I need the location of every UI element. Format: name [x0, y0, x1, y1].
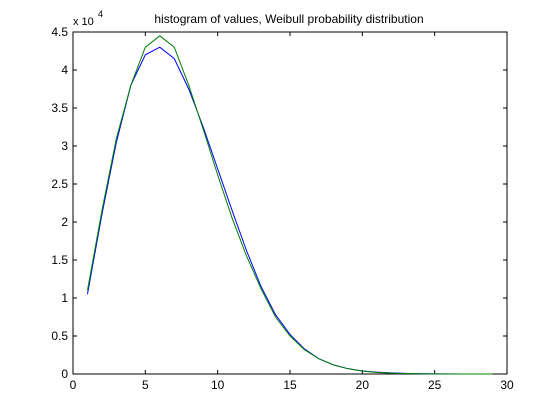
x-tick-label: 0	[70, 378, 77, 392]
y-tick-label: 4.5	[51, 25, 68, 39]
x-tick-label: 30	[500, 378, 514, 392]
y-tick-label: 1	[61, 291, 68, 305]
y-tick-label: 3.5	[51, 101, 68, 115]
y-tick-label: 3	[61, 139, 68, 153]
series-line-2	[86, 35, 493, 375]
y-tick-label: 1.5	[51, 253, 68, 267]
y-axis-multiplier-base: x 10	[73, 16, 94, 28]
y-tick-label: 2.5	[51, 177, 68, 191]
y-tick-label: 0.5	[51, 329, 68, 343]
x-tick-label: 20	[356, 378, 370, 392]
y-tick-label: 2	[61, 215, 68, 229]
x-tick-label: 10	[211, 378, 225, 392]
x-tick-label: 5	[142, 378, 149, 392]
y-tick-label: 0	[61, 367, 68, 381]
chart-title: histogram of values, Weibull probability…	[154, 12, 423, 26]
y-axis-multiplier-exponent: 4	[98, 9, 103, 19]
x-tick-label: 15	[283, 378, 297, 392]
y-axis-multiplier: x 10 4	[73, 9, 103, 28]
y-tick-label: 4	[61, 63, 68, 77]
plot-area: 0 5 10 15 20 25 30 0 0.5 1 1.5 2 2.5 3 3.5 4 4.5	[51, 25, 514, 392]
x-tick-label: 25	[428, 378, 442, 392]
